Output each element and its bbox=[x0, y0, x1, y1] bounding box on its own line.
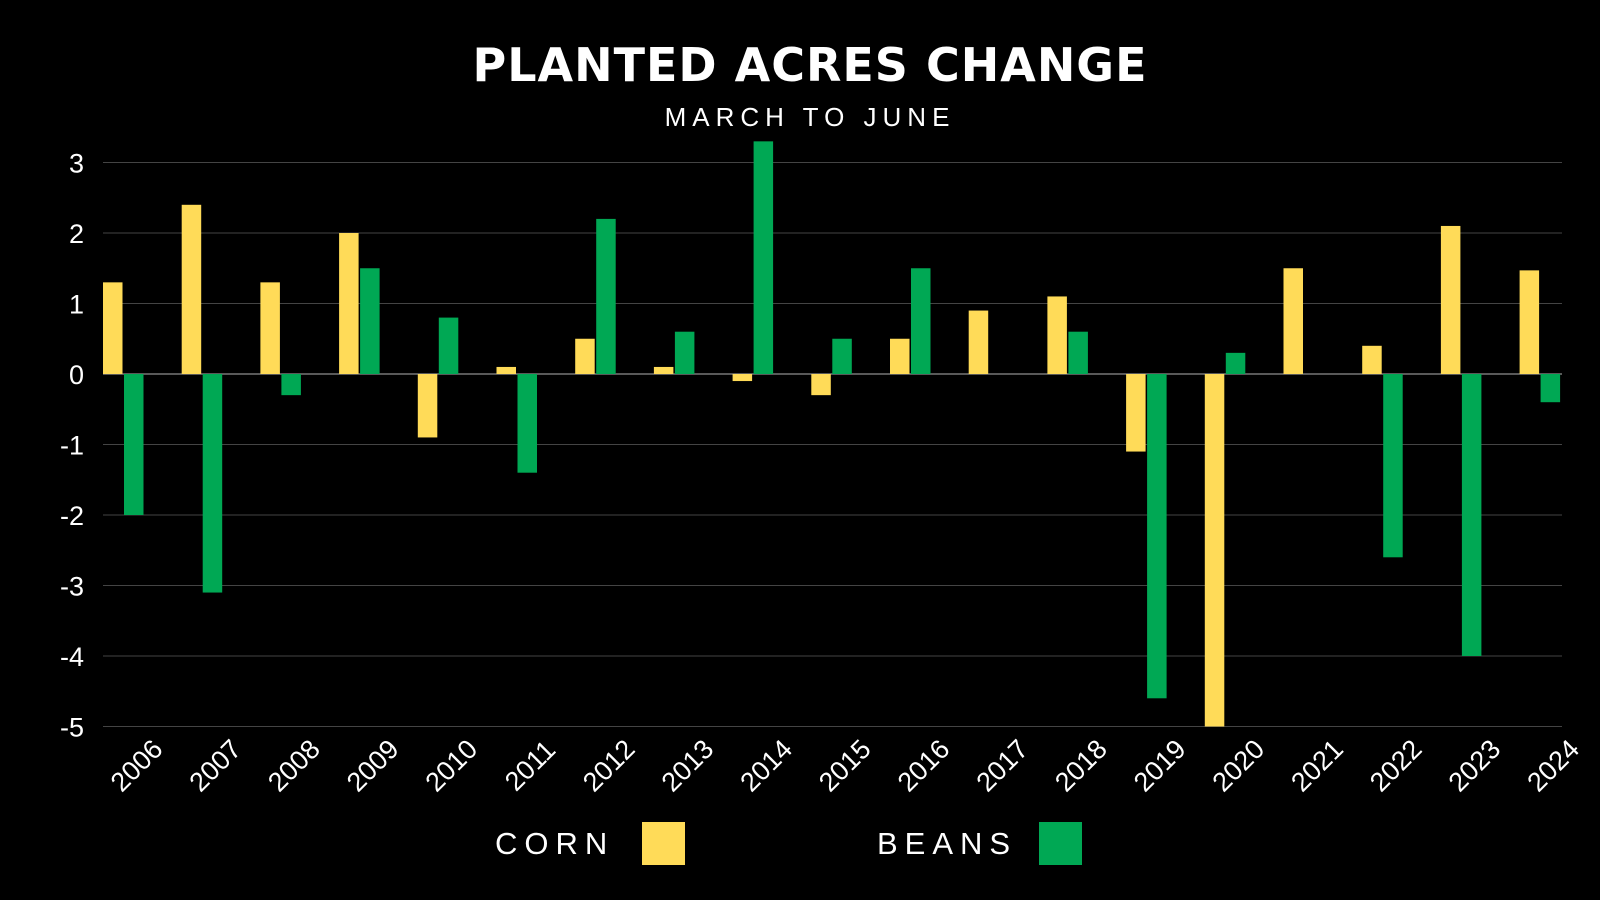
beans-bar-2019 bbox=[1147, 374, 1167, 699]
beans-bar-2013 bbox=[674, 331, 695, 374]
y-tick-label: 0 bbox=[69, 360, 84, 390]
corn-bar-2014 bbox=[732, 374, 753, 382]
y-tick-label: -1 bbox=[60, 431, 84, 461]
beans-bar-2010 bbox=[438, 317, 459, 374]
chart-subtitle: MARCH TO JUNE bbox=[664, 102, 956, 132]
corn-bar-2007 bbox=[181, 204, 202, 374]
beans-bar-2006 bbox=[124, 374, 144, 515]
x-tick-label: 2011 bbox=[499, 735, 561, 797]
y-tick-label: -2 bbox=[60, 501, 84, 531]
x-tick-label: 2018 bbox=[1049, 734, 1113, 798]
beans-bar-2015 bbox=[832, 338, 852, 374]
corn-bar-2019 bbox=[1126, 374, 1146, 452]
grid-lines bbox=[103, 162, 1562, 727]
y-tick-label: 1 bbox=[69, 290, 84, 320]
corn-bar-2006 bbox=[103, 282, 123, 374]
x-axis-ticks: 2006 2007 2008 2009 2010 2011 2012 2013 2014 2015… bbox=[105, 734, 1585, 798]
x-tick-label: 2006 bbox=[105, 734, 169, 798]
legend-beans-swatch bbox=[1039, 822, 1082, 865]
x-tick-label: 2016 bbox=[892, 734, 956, 798]
x-tick-label: 2017 bbox=[970, 734, 1034, 798]
x-tick-label: 2019 bbox=[1128, 734, 1192, 798]
beans-bar-2007 bbox=[202, 374, 223, 593]
beans-bar-2022 bbox=[1383, 374, 1403, 558]
x-tick-label: 2021 bbox=[1285, 734, 1349, 798]
x-tick-label: 2013 bbox=[656, 734, 720, 798]
chart-title: PLANTED ACRES CHANGE bbox=[472, 38, 1148, 92]
x-tick-label: 2024 bbox=[1521, 734, 1585, 798]
corn-bar-2021 bbox=[1283, 268, 1303, 374]
legend-corn-swatch bbox=[642, 822, 685, 865]
x-tick-label: 2012 bbox=[577, 734, 641, 798]
x-tick-label: 2009 bbox=[341, 734, 405, 798]
corn-bar-2010 bbox=[417, 374, 438, 438]
corn-bar-2023 bbox=[1440, 225, 1461, 374]
beans-bar-2012 bbox=[596, 218, 616, 374]
beans-bar-2023 bbox=[1461, 374, 1482, 656]
legend-corn-label: CORN bbox=[495, 826, 615, 861]
beans-bar-2011 bbox=[517, 374, 537, 473]
corn-bar-2024 bbox=[1519, 270, 1540, 374]
beans-bar-2024 bbox=[1540, 374, 1561, 403]
corn-bar-2016 bbox=[890, 338, 910, 374]
corn-bar-2013 bbox=[653, 366, 674, 374]
corn-bar-2017 bbox=[968, 310, 989, 374]
y-tick-label: -5 bbox=[60, 713, 84, 743]
beans-bar-2009 bbox=[360, 268, 380, 374]
beans-bar-2020 bbox=[1225, 352, 1246, 374]
corn-bar-2018 bbox=[1047, 296, 1067, 374]
beans-bar-2018 bbox=[1068, 331, 1088, 374]
x-tick-label: 2022 bbox=[1364, 734, 1428, 798]
bars bbox=[103, 141, 1561, 727]
corn-bar-2020 bbox=[1204, 374, 1225, 727]
corn-bar-2015 bbox=[811, 374, 831, 396]
x-tick-label: 2008 bbox=[262, 734, 326, 798]
x-tick-label: 2020 bbox=[1207, 734, 1271, 798]
corn-bar-2008 bbox=[260, 282, 280, 374]
y-tick-label: 2 bbox=[69, 219, 84, 249]
x-tick-label: 2010 bbox=[420, 734, 484, 798]
y-axis-ticks: 3 2 1 0 -1 -2 -3 -4 -5 bbox=[60, 149, 84, 743]
x-tick-label: 2023 bbox=[1443, 734, 1507, 798]
corn-bar-2022 bbox=[1362, 345, 1382, 374]
beans-bar-2008 bbox=[281, 374, 301, 396]
y-tick-label: -4 bbox=[60, 642, 84, 672]
x-tick-label: 2007 bbox=[183, 734, 247, 798]
corn-bar-2012 bbox=[575, 338, 595, 374]
x-tick-label: 2014 bbox=[734, 734, 798, 798]
beans-bar-2016 bbox=[911, 268, 931, 374]
y-tick-label: -3 bbox=[60, 572, 84, 602]
x-tick-label: 2015 bbox=[813, 734, 877, 798]
beans-bar-2014 bbox=[753, 141, 774, 374]
y-tick-label: 3 bbox=[69, 149, 84, 179]
corn-bar-2011 bbox=[496, 366, 516, 374]
legend-beans-label: BEANS bbox=[877, 826, 1018, 861]
corn-bar-2009 bbox=[339, 233, 359, 374]
